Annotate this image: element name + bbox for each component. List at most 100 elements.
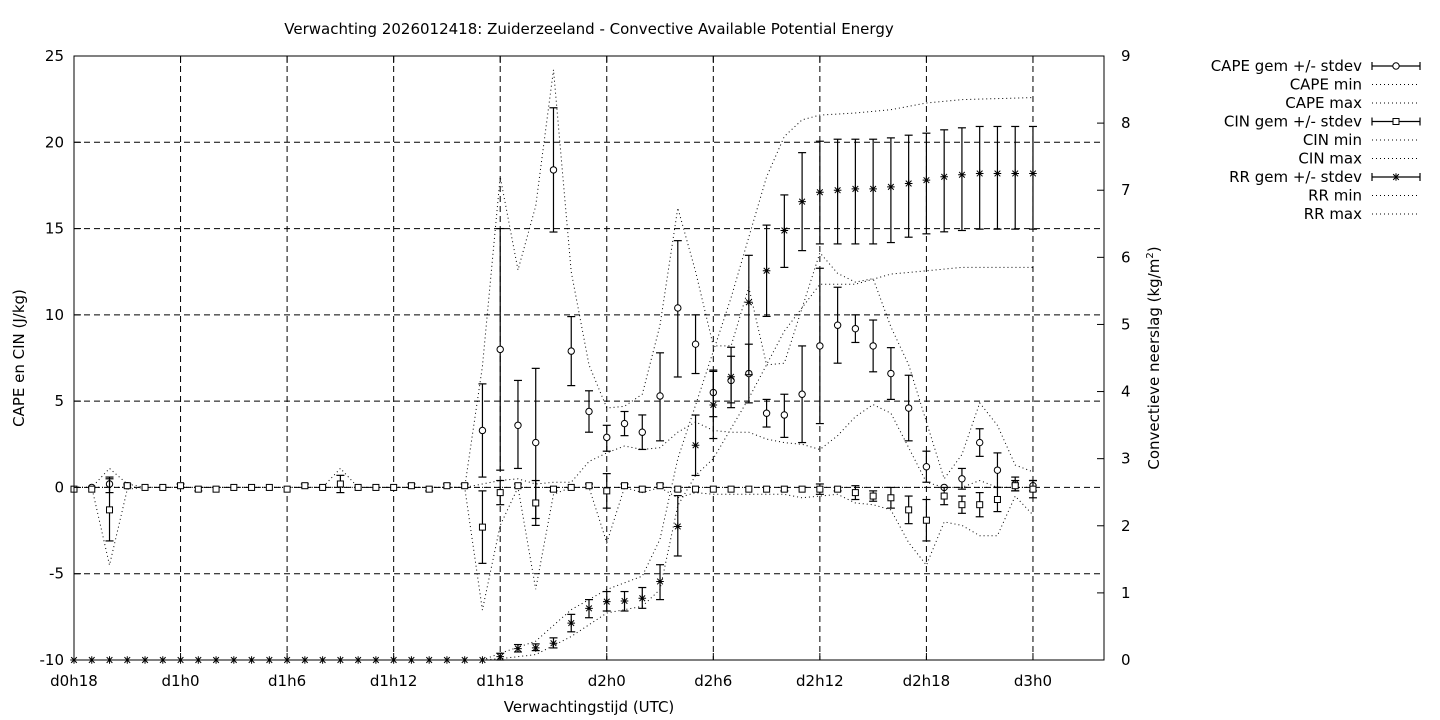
cin-point: [141, 483, 149, 491]
cin-point: [727, 485, 735, 493]
legend-label: RR gem +/- stdev: [1229, 168, 1362, 186]
rr-point: [922, 176, 931, 184]
cin-point: [372, 483, 380, 491]
cin-point: [549, 485, 557, 493]
cape-point: [904, 404, 913, 412]
legend-label: CIN max: [1298, 150, 1362, 168]
y2-axis-label: Convectieve neerslag (kg/m2): [1145, 246, 1163, 469]
cin-point: [692, 485, 700, 493]
cin-point: [621, 482, 629, 490]
cape-point: [478, 426, 487, 435]
y2-tick-label: 0: [1121, 651, 1131, 669]
rr-point: [816, 188, 824, 197]
cin-point: [407, 482, 415, 490]
cape-point: [674, 304, 682, 312]
cape-point: [975, 438, 984, 447]
cin-point: [745, 485, 753, 493]
y-tick-label: 15: [45, 220, 64, 238]
y-tick-label: 10: [45, 306, 64, 324]
y2-axis-label-main: Convectieve neerslag (kg/m: [1145, 259, 1163, 470]
y2-tick-label: 4: [1121, 383, 1131, 401]
cin-point: [603, 487, 611, 495]
rr-point: [833, 186, 842, 195]
x-tick-label: d2h6: [694, 672, 732, 690]
rr-point: [531, 644, 540, 652]
x-tick-label: d1h18: [476, 672, 524, 690]
cape-point: [638, 428, 646, 436]
cin-point: [194, 485, 202, 493]
cin-point: [1029, 485, 1037, 493]
cin-point: [585, 482, 593, 490]
cape-point: [656, 392, 664, 400]
cin-point: [230, 483, 238, 491]
cin-point: [514, 482, 522, 490]
cin-point: [177, 482, 185, 490]
grid-lines: [74, 56, 1104, 660]
cin-point: [976, 501, 984, 509]
legend-label: RR min: [1308, 187, 1362, 205]
cape-point: [887, 369, 895, 378]
x-tick-label: d0h18: [50, 672, 98, 690]
rr-point: [727, 372, 735, 381]
cin-point: [816, 485, 824, 493]
cape-point: [514, 421, 522, 430]
legend-label: RR max: [1304, 205, 1362, 223]
legend-label: CAPE max: [1285, 94, 1362, 112]
cin-point: [301, 482, 309, 490]
x-tick-label: d1h0: [161, 672, 199, 690]
rr-point: [514, 644, 522, 653]
cin-point: [869, 492, 877, 500]
cin-point: [940, 492, 948, 500]
cape-point: [958, 475, 966, 483]
legend-label: CAPE gem +/- stdev: [1211, 57, 1362, 75]
cin-point: [319, 483, 327, 491]
cape-point: [833, 321, 842, 329]
y-tick-label: 0: [54, 478, 64, 496]
y-tick-label: 5: [54, 392, 64, 410]
y-tick-label: 25: [45, 47, 64, 65]
cin-point: [443, 482, 451, 490]
rr-max-line: [482, 97, 1034, 661]
x-tick-label: d1h12: [370, 672, 418, 690]
cin-point: [283, 485, 291, 493]
rr-point: [780, 226, 789, 235]
cape-point: [603, 433, 611, 442]
cin-point: [390, 483, 398, 491]
rr-point: [745, 298, 753, 307]
rr-point: [585, 604, 593, 613]
rr-point: [869, 185, 877, 193]
cin-point: [159, 483, 167, 491]
rr-point: [851, 185, 860, 193]
x-tick-label: d2h12: [796, 672, 844, 690]
rr-point: [691, 441, 700, 450]
rr-point: [567, 619, 576, 627]
cape-point: [585, 407, 593, 416]
x-tick-label: d2h18: [903, 672, 951, 690]
y2-tick-label: 8: [1121, 114, 1131, 132]
rr-point: [1011, 169, 1020, 178]
cin-point: [461, 482, 469, 490]
cin-point: [212, 485, 220, 493]
legend-label: CAPE min: [1290, 76, 1362, 94]
cin-point: [922, 516, 930, 524]
y-axis-label: CAPE en CIN (J/kg): [10, 289, 28, 427]
legend-square-marker: [1392, 118, 1400, 125]
cape-point: [993, 466, 1002, 474]
rr-point: [709, 401, 718, 409]
cape-min-line: [74, 404, 1033, 488]
legend-circle-marker: [1392, 62, 1400, 70]
y2-tick-label: 9: [1121, 47, 1131, 65]
legend-label: CIN min: [1303, 131, 1362, 149]
cin-point: [958, 501, 966, 509]
y2-tick-label: 1: [1121, 584, 1131, 602]
cin-point: [106, 506, 114, 514]
cape-gem-stdev-group: [88, 107, 1037, 520]
cin-point: [763, 485, 771, 493]
cin-point: [496, 489, 504, 497]
rr-point: [798, 197, 806, 206]
rr-point: [940, 173, 948, 181]
rr-point: [620, 597, 629, 605]
cape-point: [620, 419, 629, 428]
cin-point: [905, 506, 913, 514]
